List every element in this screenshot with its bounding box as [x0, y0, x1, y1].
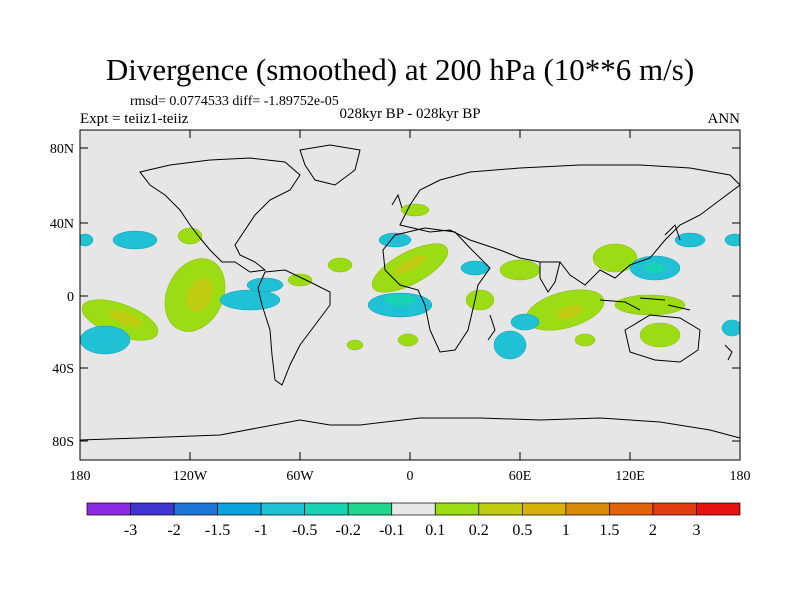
- field-patch: [724, 233, 740, 247]
- colorbar-swatch: [478, 502, 523, 516]
- lon-labels: 180 120W 60W 0 60E 120E 180: [70, 469, 751, 484]
- lon-label: 180: [70, 469, 91, 484]
- south-america-coast: [257, 269, 331, 386]
- colorbar-label: 1: [562, 522, 570, 539]
- colorbar-swatch: [434, 502, 480, 516]
- colorbar-swatch: [391, 502, 436, 516]
- field-patch: [556, 305, 584, 319]
- colorbar-label: 3: [692, 522, 700, 539]
- field-patch: [592, 243, 638, 273]
- axis-ticks: [79, 130, 741, 460]
- lon-label: 120W: [173, 469, 208, 484]
- north-america-coast: [139, 157, 301, 273]
- field-patch: [510, 313, 540, 331]
- colorbar-swatch: [696, 502, 741, 516]
- colorbar-label: 0.1: [425, 522, 445, 539]
- colorbar-swatch: [347, 502, 393, 516]
- experiment-label: Expt = teiiz1-teiiz: [80, 111, 189, 127]
- colorbar-label: 0.5: [512, 522, 532, 539]
- colorbar: -3 -2 -1.5 -1 -0.5 -0.2 -0.1 0.1 0.2 0.5 1 1.5 2 3: [86, 502, 741, 539]
- eurasia-coast: [399, 164, 740, 286]
- colorbar-label: -2: [167, 522, 180, 539]
- field-patch: [460, 260, 490, 276]
- lat-label: 80N: [50, 142, 74, 157]
- lat-label: 0: [67, 290, 74, 305]
- colorbar-label: -1: [254, 522, 267, 539]
- colorbar-swatch: [521, 502, 567, 516]
- antarctica-coast: [80, 417, 740, 441]
- lon-label: 60W: [286, 469, 314, 484]
- lat-label: 40N: [50, 217, 74, 232]
- divergence-field: [80, 144, 740, 441]
- field-patch: [107, 309, 143, 327]
- new-zealand-coast: [724, 344, 733, 361]
- field-patch: [393, 255, 427, 275]
- indonesia-coast: [599, 297, 691, 311]
- colorbar-label: 2: [649, 522, 657, 539]
- colorbar-label: -0.1: [379, 522, 404, 539]
- colorbar-label: -3: [124, 522, 137, 539]
- lon-label: 60E: [509, 469, 532, 484]
- coastlines: [80, 144, 740, 441]
- field-patch: [639, 322, 681, 348]
- lon-label: 120E: [615, 469, 645, 484]
- colorbar-label: -0.2: [336, 522, 361, 539]
- field-patch: [219, 289, 281, 311]
- subtitle-label: 028kyr BP - 028kyr BP: [339, 106, 481, 122]
- lat-labels: 80N 40N 0 40S 80S: [50, 142, 74, 450]
- colorbar-swatch: [260, 502, 306, 516]
- stats-label: rmsd= 0.0774533 diff= -1.89752e-05: [130, 94, 339, 109]
- colorbar-swatch: [652, 502, 697, 516]
- japan-coast: [664, 224, 681, 241]
- field-patch: [287, 273, 313, 287]
- colorbar-label: 1.5: [599, 522, 619, 539]
- colorbar-label: -1.5: [205, 522, 230, 539]
- colorbar-swatch: [565, 502, 610, 516]
- colorbar-swatch: [217, 502, 262, 516]
- field-patch: [499, 259, 541, 281]
- lat-label: 40S: [52, 362, 74, 377]
- field-patch: [645, 263, 665, 273]
- lon-label: 180: [730, 469, 751, 484]
- field-patch: [674, 232, 706, 248]
- field-patch: [112, 230, 158, 250]
- field-patch: [186, 277, 214, 313]
- field-patch: [384, 294, 416, 306]
- lat-label: 80S: [52, 435, 74, 450]
- greenland-coast: [299, 144, 361, 186]
- field-patch: [400, 203, 430, 217]
- africa-coast: [382, 227, 491, 353]
- map-title: Divergence (smoothed) at 200 hPa (10**6 …: [105, 52, 695, 87]
- colorbar-swatch: [86, 502, 131, 516]
- field-patch: [465, 289, 495, 311]
- colorbar-swatch: [304, 502, 349, 516]
- season-label: ANN: [707, 111, 741, 127]
- colorbar-swatch: [609, 502, 654, 516]
- colorbar-label: -0.5: [292, 522, 317, 539]
- colorbar-label: 0.2: [469, 522, 489, 539]
- field-patch: [493, 330, 527, 360]
- field-patch: [397, 333, 419, 347]
- field-patch: [246, 277, 284, 293]
- field-patch: [378, 232, 412, 248]
- colorbar-swatch: [173, 502, 218, 516]
- madagascar-coast: [487, 314, 496, 341]
- field-patch: [614, 294, 686, 316]
- field-patch: [327, 257, 353, 273]
- uk-coast: [391, 193, 403, 209]
- australia-coast: [624, 314, 701, 363]
- field-patch: [80, 233, 94, 247]
- india-coast: [539, 261, 561, 293]
- field-patch: [574, 333, 596, 347]
- field-patch: [346, 339, 364, 351]
- field-patch: [721, 319, 740, 337]
- colorbar-swatch: [130, 502, 175, 516]
- lon-label: 0: [407, 469, 414, 484]
- field-patch: [80, 325, 131, 355]
